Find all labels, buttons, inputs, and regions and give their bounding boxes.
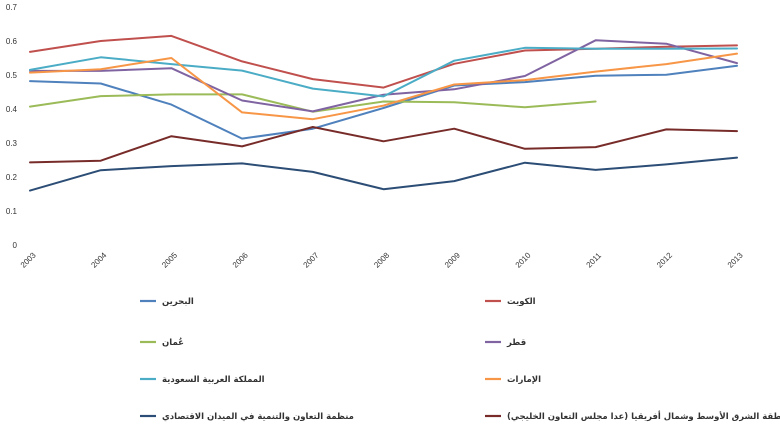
series-line-3 (29, 93, 597, 113)
series-line-6 (29, 52, 738, 121)
x-tick-label: 2008 (372, 250, 391, 269)
y-tick-label: 0.7 (6, 3, 18, 12)
legend-item: البحرين (140, 297, 194, 307)
y-tick-label: 0.1 (6, 207, 18, 216)
x-tick-label: 2011 (585, 251, 604, 270)
series-line-5 (29, 46, 738, 98)
x-tick-label: 2005 (160, 250, 179, 269)
x-tick-label: 2009 (443, 250, 462, 269)
legend-item: منطقة الشرق الأوسط وشمال أفريقيا (عدا مج… (485, 410, 780, 422)
series-line-2 (29, 34, 738, 89)
x-tick-label: 2004 (89, 250, 108, 269)
x-tick-label: 2010 (514, 250, 533, 269)
legend-item: عُمان (140, 337, 184, 348)
x-tick-label: 2007 (302, 250, 321, 269)
x-tick-label: 2003 (19, 250, 38, 269)
legend-item: منظمة التعاون والتنمية في الميدان الاقتص… (140, 412, 354, 422)
series-line-8 (29, 126, 738, 164)
legend-label: عُمان (162, 337, 184, 348)
x-axis: 2003 2004 2005 2006 2007 2008 2009 2010 2011 2012… (19, 250, 745, 269)
legend-item: المملكة العربية السعودية (140, 375, 265, 385)
series-line-1 (29, 64, 738, 140)
legend-item: الإمارات (485, 375, 541, 385)
series-line-7 (29, 156, 738, 192)
legend-label: الإمارات (507, 375, 541, 385)
x-tick-label: 2006 (231, 250, 250, 269)
y-tick-label: 0.4 (6, 105, 18, 114)
y-axis: 0 0.1 0.2 0.3 0.4 0.5 0.6 0.7 (6, 3, 18, 250)
y-tick-label: 0.6 (6, 37, 18, 46)
series-line-4 (29, 39, 738, 113)
legend-label: المملكة العربية السعودية (162, 375, 265, 385)
y-tick-label: 0.5 (6, 71, 18, 80)
legend-label: منطقة الشرق الأوسط وشمال أفريقيا (عدا مج… (507, 410, 780, 422)
y-tick-label: 0 (13, 241, 18, 250)
legend: البحرين الكويت عُمان قطر المملكة العربية الس… (140, 297, 780, 422)
series-layer (29, 34, 738, 192)
legend-label: منظمة التعاون والتنمية في الميدان الاقتص… (162, 412, 354, 422)
y-tick-label: 0.2 (6, 173, 18, 182)
y-tick-label: 0.3 (6, 139, 18, 148)
x-tick-label: 2013 (726, 250, 745, 269)
legend-label: قطر (506, 338, 526, 348)
legend-label: البحرين (162, 297, 194, 307)
legend-item: قطر (485, 338, 526, 348)
x-tick-label: 2012 (655, 250, 674, 269)
legend-label: الكويت (507, 297, 536, 307)
legend-item: الكويت (485, 297, 536, 307)
